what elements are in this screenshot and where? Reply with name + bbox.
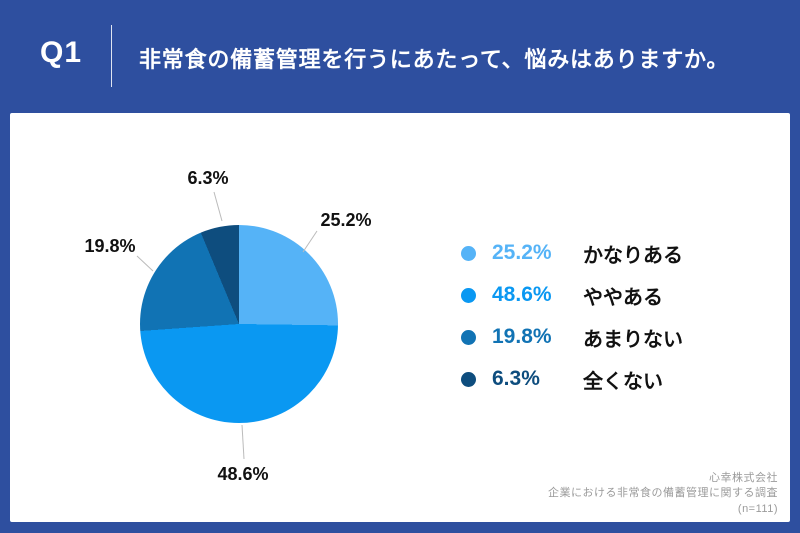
legend-label: かなりある (583, 244, 683, 267)
legend-label: ややある (583, 286, 663, 309)
legend-percent: 25.2% (492, 241, 552, 264)
pie-label-yaya-aru: 48.6% (217, 464, 269, 484)
header-divider (111, 25, 112, 87)
source-sample-size: (n=111) (737, 502, 778, 515)
legend-percent: 6.3% (492, 367, 540, 390)
legend-dot-icon (461, 287, 476, 303)
question-number: Q1 (40, 36, 83, 69)
legend-item-kanari-aru: 25.2% かなりある (461, 240, 683, 267)
legend: 25.2% かなりある 48.6% ややある 19.8% あまりない 6.3% … (461, 240, 683, 408)
legend-label: 全くない (583, 370, 663, 393)
legend-item-yaya-aru: 48.6% ややある (461, 282, 683, 309)
legend-dot-icon (461, 245, 476, 261)
pie-label-mattaku-nai: 6.3% (187, 168, 229, 188)
source-survey-title: 企業における非常食の備蓄管理に関する調査 (548, 487, 778, 499)
legend-percent: 48.6% (492, 283, 552, 306)
question-header: Q1 非常食の備蓄管理を行うにあたって、悩みはありますか。 (0, 0, 800, 113)
source-company: 心幸株式会社 (709, 471, 778, 484)
legend-dot-icon (461, 371, 476, 387)
legend-item-amari-nai: 19.8% あまりない (461, 324, 683, 351)
pie-label-amari-nai: 19.8% (84, 236, 136, 256)
legend-label: あまりない (583, 328, 683, 351)
pie-label-kanari-aru: 25.2% (320, 210, 372, 230)
pie-chart (140, 225, 338, 423)
legend-dot-icon (461, 329, 476, 345)
legend-percent: 19.8% (492, 325, 552, 348)
question-title: 非常食の備蓄管理を行うにあたって、悩みはありますか。 (139, 47, 730, 72)
source-note: 心幸株式会社 企業における非常食の備蓄管理に関する調査 (n=111) (548, 471, 778, 518)
legend-item-mattaku-nai: 6.3% 全くない (461, 366, 683, 393)
chart-card: 25.2% 48.6% 19.8% 6.3% 25.2% かなりある 48.6%… (10, 113, 790, 522)
